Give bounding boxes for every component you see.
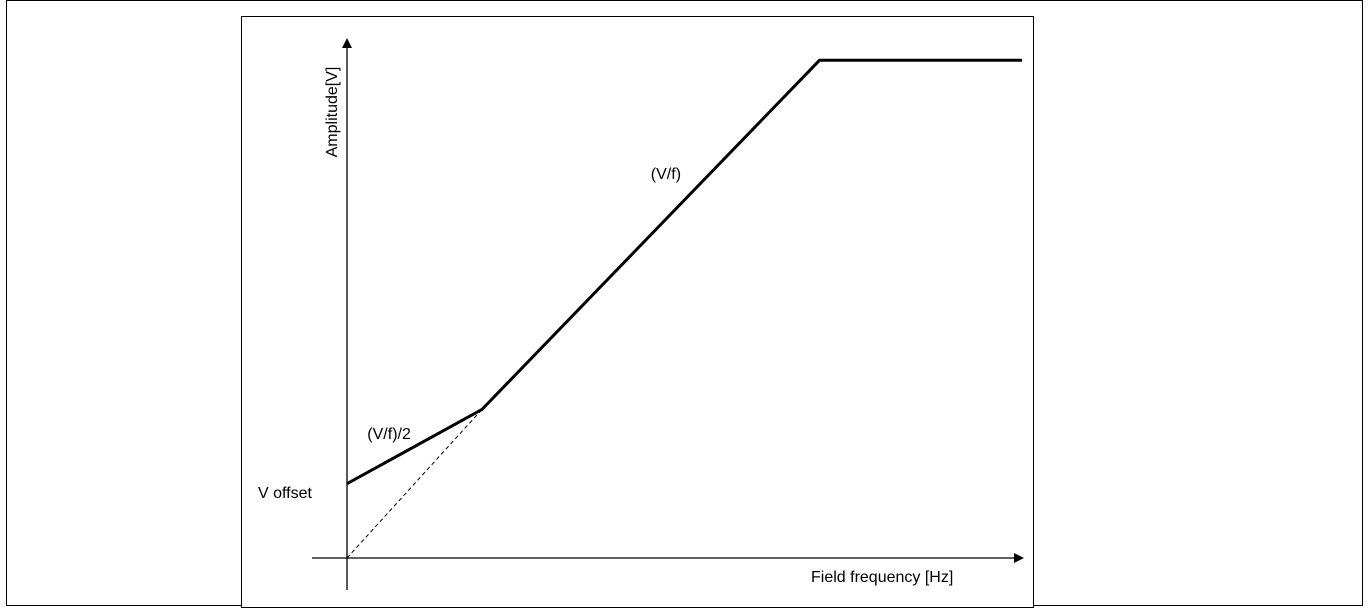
y-axis-label: Amplitude[V] — [324, 67, 341, 158]
chart-frame — [241, 16, 1034, 608]
series-dashed-line — [346, 409, 483, 559]
x-axis-label: Field frequency [Hz] — [811, 569, 953, 586]
annotation-half-vf: (V/f)/2 — [367, 426, 411, 443]
v-offset-label: V offset — [258, 485, 313, 502]
series-solid-line — [346, 58, 1022, 486]
annotation-vf: (V/f) — [651, 166, 681, 183]
